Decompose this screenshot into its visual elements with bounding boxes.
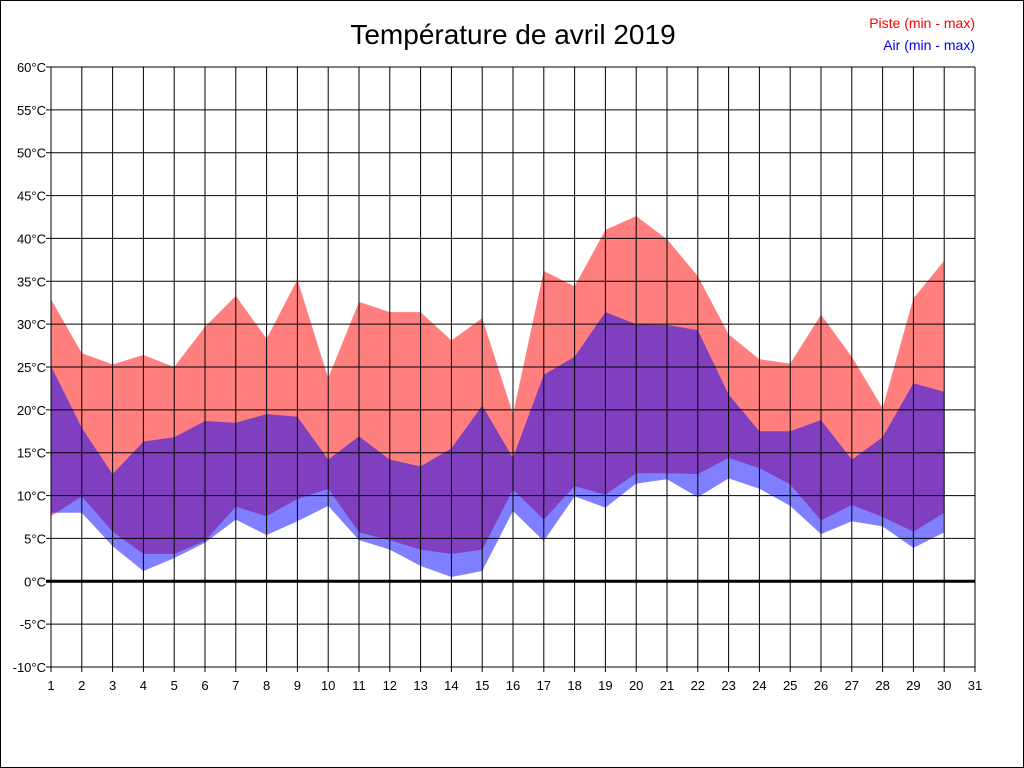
y-tick-label: -10°C — [13, 660, 46, 675]
x-tick-label: 24 — [752, 678, 766, 693]
x-tick-label: 29 — [906, 678, 920, 693]
x-tick-label: 23 — [721, 678, 735, 693]
y-tick-label: 60°C — [17, 60, 46, 75]
x-tick-label: 5 — [171, 678, 178, 693]
x-tick-label: 4 — [140, 678, 147, 693]
x-tick-label: 1 — [47, 678, 54, 693]
y-tick-label: 40°C — [17, 231, 46, 246]
x-tick-label: 22 — [691, 678, 705, 693]
x-tick-label: 18 — [567, 678, 581, 693]
chart-title: Température de avril 2019 — [350, 19, 676, 50]
y-tick-label: 25°C — [17, 360, 46, 375]
series-area-air — [51, 312, 945, 577]
x-tick-label: 12 — [383, 678, 397, 693]
x-tick-label: 14 — [444, 678, 458, 693]
x-tick-label: 28 — [875, 678, 889, 693]
legend-piste: Piste (min - max) — [869, 15, 975, 31]
y-tick-label: 20°C — [17, 403, 46, 418]
x-tick-label: 16 — [506, 678, 520, 693]
x-tick-label: 8 — [263, 678, 270, 693]
y-tick-label: 35°C — [17, 274, 46, 289]
x-tick-label: 21 — [660, 678, 674, 693]
y-tick-label: -5°C — [20, 617, 46, 632]
x-tick-label: 27 — [845, 678, 859, 693]
y-tick-label: 50°C — [17, 146, 46, 161]
y-tick-label: 45°C — [17, 189, 46, 204]
x-tick-label: 17 — [537, 678, 551, 693]
y-tick-label: 10°C — [17, 489, 46, 504]
x-tick-label: 30 — [937, 678, 951, 693]
y-tick-label: 15°C — [17, 446, 46, 461]
x-tick-label: 20 — [629, 678, 643, 693]
x-tick-label: 19 — [598, 678, 612, 693]
x-tick-label: 7 — [232, 678, 239, 693]
x-tick-label: 25 — [783, 678, 797, 693]
x-tick-label: 10 — [321, 678, 335, 693]
x-tick-label: 15 — [475, 678, 489, 693]
x-tick-label: 11 — [352, 678, 366, 693]
y-tick-label: 30°C — [17, 317, 46, 332]
y-tick-label: 0°C — [24, 574, 46, 589]
x-tick-label: 31 — [968, 678, 982, 693]
x-tick-label: 26 — [814, 678, 828, 693]
x-tick-label: 13 — [413, 678, 427, 693]
x-tick-label: 2 — [78, 678, 85, 693]
x-tick-label: 3 — [109, 678, 116, 693]
x-tick-label: 9 — [294, 678, 301, 693]
y-tick-label: 55°C — [17, 103, 46, 118]
legend-air: Air (min - max) — [883, 37, 975, 53]
y-tick-label: 5°C — [24, 531, 46, 546]
x-tick-label: 6 — [201, 678, 208, 693]
